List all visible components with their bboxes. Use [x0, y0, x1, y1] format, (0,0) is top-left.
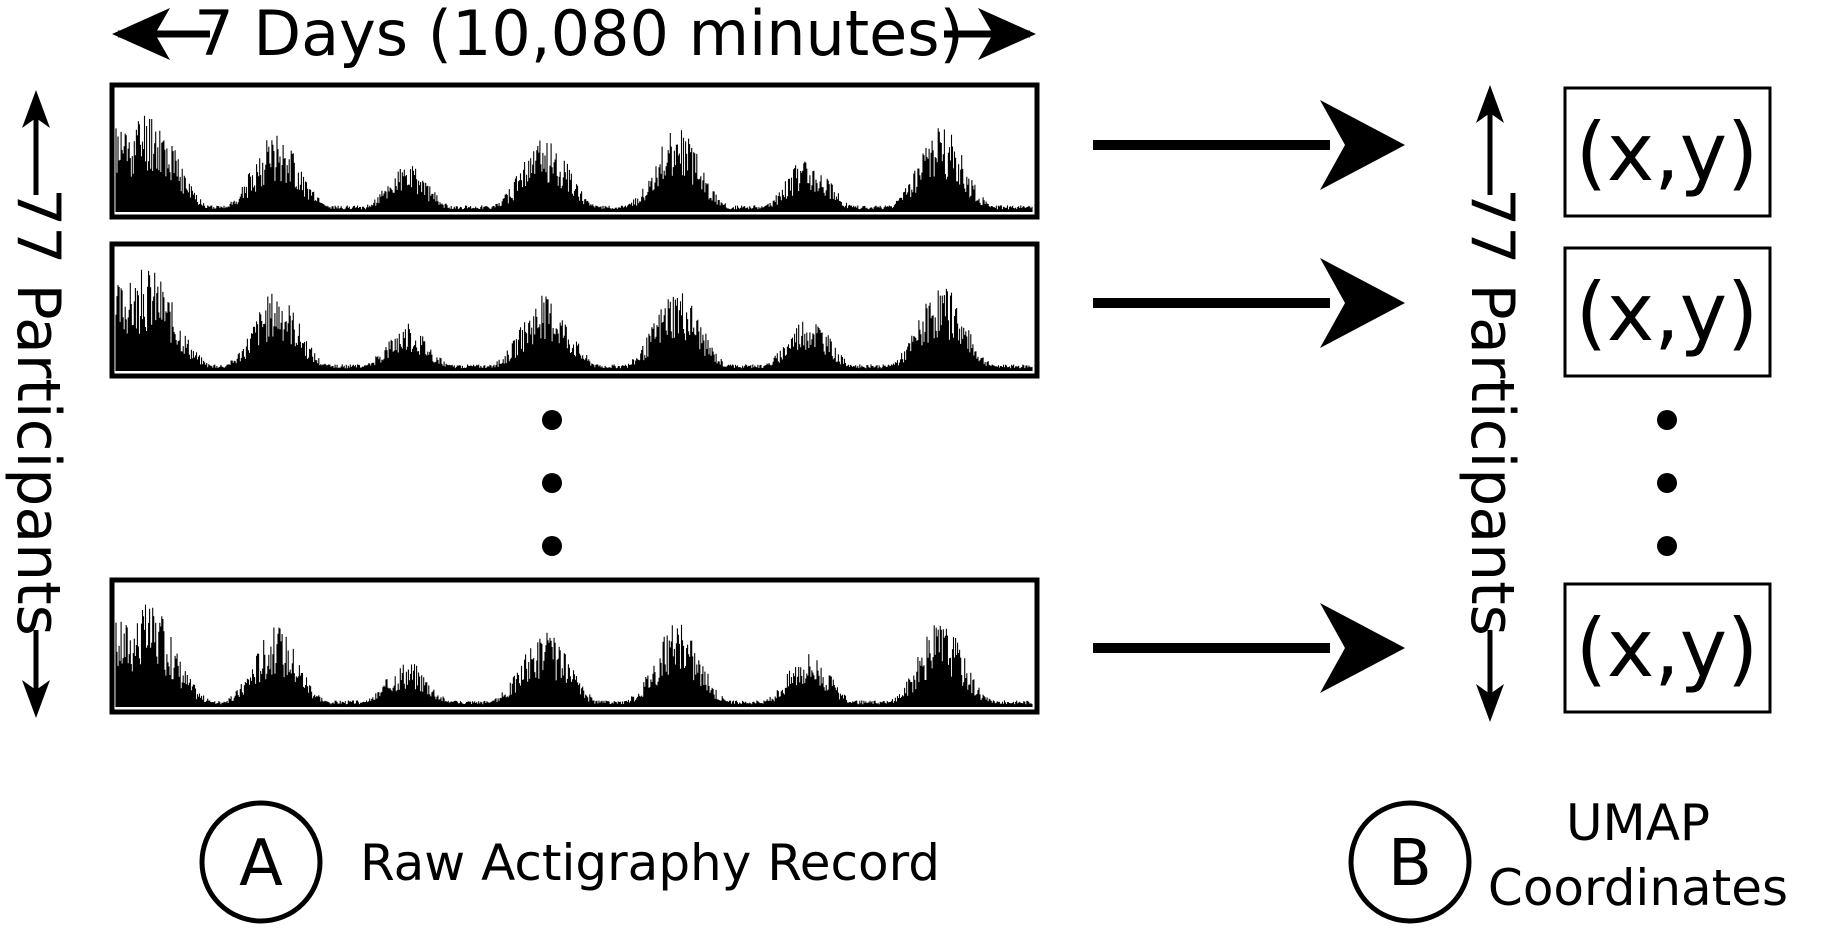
activity-trace-3	[115, 604, 1033, 707]
ellipsis-left	[542, 410, 562, 556]
coordinate-box-2	[1563, 246, 1772, 378]
timespan-label: 7 Days (10,080 minutes)	[194, 0, 964, 70]
activity-trace-1	[115, 115, 1033, 212]
participants-axis-left: 77 Participants	[3, 90, 73, 718]
participants-axis-right: 77 Participants	[1457, 85, 1527, 722]
panel-b-circle	[1348, 800, 1472, 924]
arrow-right-icon	[1320, 100, 1405, 190]
panel-a-circle	[199, 800, 323, 924]
arrow-left-icon	[112, 8, 170, 60]
arrow-down-icon	[1476, 684, 1504, 722]
panel-b-caption-line1: UMAP	[1566, 794, 1710, 852]
arrow-down-icon	[22, 680, 50, 718]
panel-b-label: B UMAP Coordinates	[1348, 794, 1788, 924]
timespan-arrow	[112, 8, 1036, 60]
arrow-right-icon	[1320, 603, 1405, 693]
actigraphy-records	[109, 82, 1040, 715]
panel-a-caption: Raw Actigraphy Record	[360, 834, 940, 892]
activity-trace-2	[115, 269, 1033, 371]
arrow-up-icon	[1476, 85, 1504, 123]
participants-label-right: 77 Participants	[1457, 188, 1527, 636]
arrow-right-icon	[978, 8, 1036, 60]
panel-a-letter: A	[239, 827, 283, 901]
coordinate-text-2: (x,y)	[1576, 266, 1759, 359]
ellipsis-right	[1657, 410, 1677, 556]
coordinate-box-1	[1563, 86, 1772, 218]
coordinate-text-n: (x,y)	[1576, 602, 1759, 695]
record-box-n	[109, 577, 1040, 715]
record-box-1	[109, 82, 1040, 220]
panel-b-caption-line2: Coordinates	[1488, 859, 1788, 917]
record-box-2	[109, 241, 1040, 379]
umap-coordinate-boxes: (x,y) (x,y) (x,y)	[1563, 86, 1772, 714]
panel-a-label: A Raw Actigraphy Record	[199, 800, 940, 924]
participants-label-left: 77 Participants	[3, 188, 73, 636]
panel-b-letter: B	[1388, 827, 1432, 901]
arrow-right-icon	[1320, 258, 1405, 348]
arrow-up-icon	[22, 90, 50, 128]
coordinate-box-n	[1563, 582, 1772, 714]
coordinate-text-1: (x,y)	[1576, 106, 1759, 199]
mapping-arrows	[1093, 100, 1405, 693]
